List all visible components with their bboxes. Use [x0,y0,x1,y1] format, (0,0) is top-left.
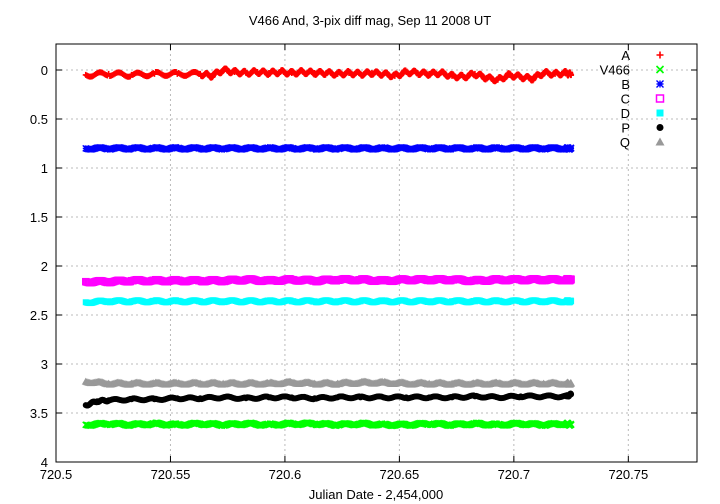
x-tick-label: 720.6 [269,467,302,482]
y-tick-label: 0 [41,63,48,78]
legend-label-v466: V466 [600,63,630,78]
legend-label-a: A [621,48,630,63]
y-tick-label: 1 [41,161,48,176]
point-c [567,275,575,284]
x-tick-label: 720.5 [40,467,73,482]
series-b [82,143,575,153]
series-p [82,390,575,409]
x-axis-label: Julian Date - 2,454,000 [309,487,443,502]
x-tick-label: 720.75 [608,467,648,482]
series-c [82,274,575,287]
y-axis-ticks: 0 0.5 1 1.5 2 2.5 3 3.5 4 [30,63,697,470]
series-a [82,65,575,85]
legend-marker-v466 [655,65,665,74]
point-q [567,379,576,387]
legend-label-q: Q [620,135,630,150]
y-tick-label: 3.5 [30,406,48,421]
y-tick-label: 2.5 [30,308,48,323]
legend-label-p: P [621,121,630,136]
legend-marker-q [655,137,665,146]
legend-marker-a [656,51,664,59]
legend-label-c: C [621,92,630,107]
chart-title: V466 And, 3-pix diff mag, Sep 11 2008 UT [249,13,491,28]
point-a [568,71,575,78]
series-q [81,377,576,388]
x-axis-ticks: 720.5 720.55 720.6 720.65 720.7 720.75 [40,44,648,482]
series-d [82,297,575,307]
legend-label-b: B [621,77,630,92]
legend-label-d: D [621,106,630,121]
point-v466 [567,421,575,429]
point-p [568,391,575,398]
legend-marker-c [655,94,665,103]
x-tick-label: 720.55 [151,467,191,482]
series-v466 [82,419,575,430]
legend-marker-d [656,109,664,117]
grid-lines [56,44,697,462]
y-tick-label: 1.5 [30,210,48,225]
y-tick-label: 0.5 [30,112,48,127]
legend-marker-b [656,80,664,88]
plot-frame [55,43,698,463]
point-d [568,298,575,305]
y-tick-label: 4 [41,455,48,470]
y-tick-label: 2 [41,259,48,274]
data-points [81,65,576,430]
x-tick-label: 720.65 [380,467,420,482]
legend-marker-p [656,124,664,131]
point-b [567,144,575,152]
x-tick-label: 720.7 [498,467,531,482]
y-tick-label: 3 [41,357,48,372]
